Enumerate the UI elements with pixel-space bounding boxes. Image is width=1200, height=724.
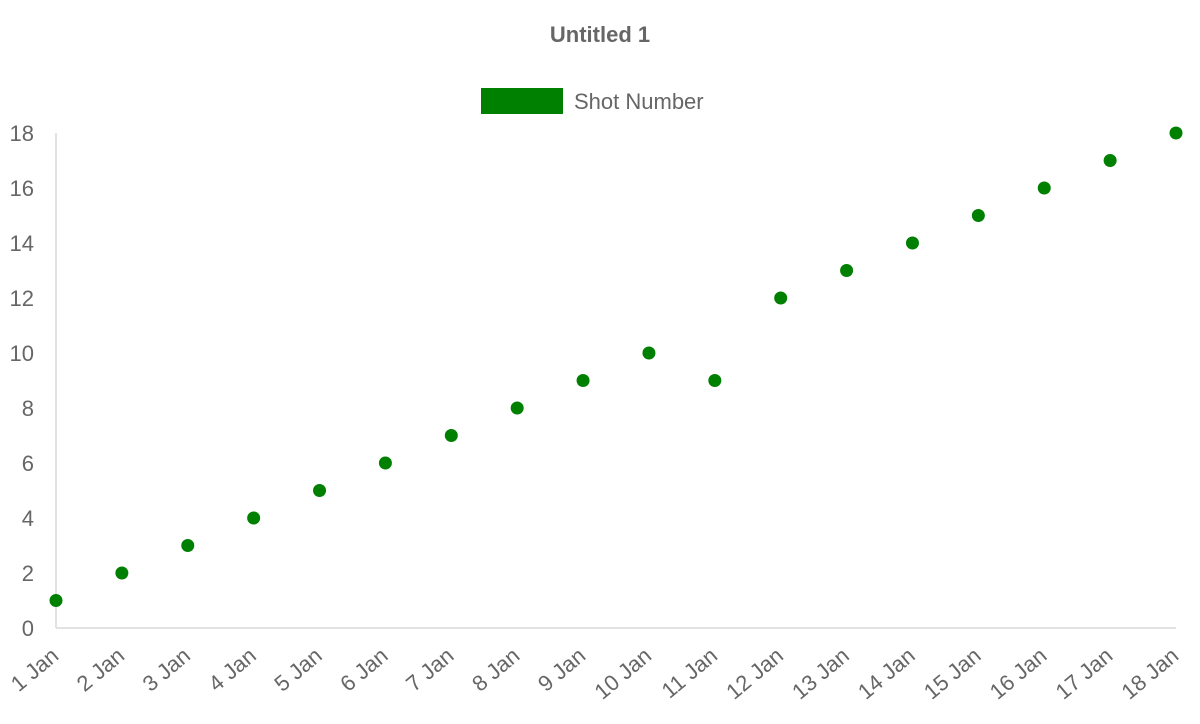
legend-label: Shot Number xyxy=(574,89,704,114)
data-point xyxy=(181,539,195,552)
data-point xyxy=(576,374,590,387)
x-tick-label: 16 Jan xyxy=(985,643,1052,705)
data-point xyxy=(1037,181,1051,195)
axes xyxy=(55,133,1176,629)
x-tick-label: 5 Jan xyxy=(269,643,326,697)
data-point xyxy=(510,401,524,415)
legend: Shot Number xyxy=(481,88,704,114)
x-tick-label: 4 Jan xyxy=(204,643,261,697)
x-tick-label: 11 Jan xyxy=(657,643,722,704)
y-tick-label: 10 xyxy=(10,341,34,366)
data-points xyxy=(49,126,1183,607)
x-tick-label: 10 Jan xyxy=(589,643,656,705)
x-tick-label: 17 Jan xyxy=(1051,643,1118,705)
y-tick-label: 0 xyxy=(22,616,34,641)
x-tick-label: 15 Jan xyxy=(919,643,986,705)
x-tick-label: 14 Jan xyxy=(853,643,920,705)
y-tick-label: 14 xyxy=(10,231,34,256)
data-point xyxy=(378,456,392,470)
x-tick-label: 2 Jan xyxy=(72,643,129,697)
x-tick-label: 13 Jan xyxy=(787,643,854,705)
data-point xyxy=(905,236,919,250)
data-point xyxy=(840,264,854,277)
data-point xyxy=(1103,154,1117,167)
y-tick-label: 6 xyxy=(22,451,34,476)
data-point xyxy=(774,291,788,305)
x-tick-label: 7 Jan xyxy=(401,643,458,697)
y-tick-label: 12 xyxy=(10,286,34,311)
x-tick-label: 9 Jan xyxy=(533,643,590,697)
y-tick-label: 16 xyxy=(10,176,34,201)
y-tick-label: 2 xyxy=(22,561,34,586)
y-tick-label: 18 xyxy=(10,121,34,146)
data-point xyxy=(708,374,722,387)
x-tick-label: 12 Jan xyxy=(721,643,788,705)
y-axis-ticks: 0 2 4 6 8 10 12 14 16 18 xyxy=(10,121,34,641)
x-tick-label: 8 Jan xyxy=(467,643,524,697)
x-tick-label: 18 Jan xyxy=(1117,643,1184,705)
data-point xyxy=(313,484,327,497)
x-tick-label: 1 Jan xyxy=(6,643,63,697)
legend-swatch xyxy=(481,88,563,114)
x-tick-label: 3 Jan xyxy=(138,643,195,697)
data-point xyxy=(1169,126,1183,140)
data-point xyxy=(642,346,656,360)
y-tick-label: 8 xyxy=(22,396,34,421)
data-point xyxy=(444,429,458,442)
data-point xyxy=(971,209,985,222)
chart-title: Untitled 1 xyxy=(550,22,650,47)
data-point xyxy=(49,594,63,607)
y-tick-label: 4 xyxy=(22,506,34,531)
x-tick-label: 6 Jan xyxy=(335,643,392,697)
data-point xyxy=(115,566,129,580)
x-axis-ticks: 1 Jan 2 Jan 3 Jan 4 Jan 5 Jan 6 Jan 7 Jan 8 Jan… xyxy=(6,643,1183,705)
data-point xyxy=(247,511,261,525)
